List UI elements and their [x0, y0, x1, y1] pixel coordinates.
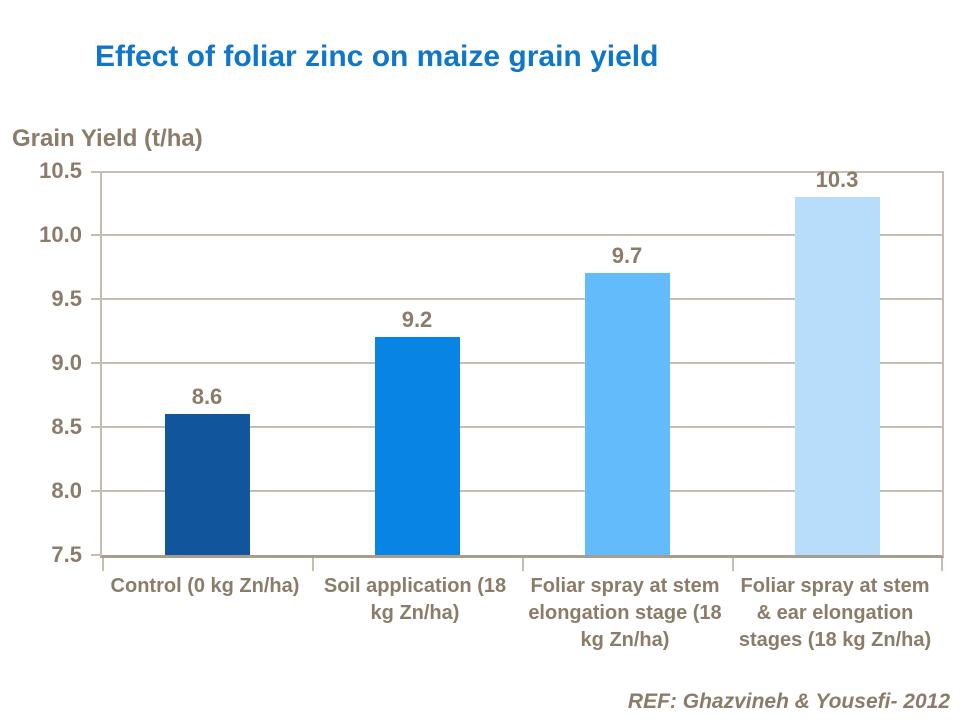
y-axis-tick-labels: 10.5 10.0 9.5 9.0 8.5 8.0 7.5	[0, 158, 84, 567]
y-tick-label: 9.0	[51, 350, 82, 375]
x-axis-category-labels: Control (0 kg Zn/ha) Soil application (18…	[100, 573, 940, 683]
y-tick-label: 8.5	[51, 414, 82, 439]
bar	[375, 337, 460, 555]
y-tick-mark	[91, 426, 100, 428]
bar-value-label: 8.6	[191, 384, 223, 409]
x-category-label: Control (0 kg Zn/ha)	[110, 575, 300, 597]
gridline	[102, 362, 942, 364]
gridline	[102, 171, 942, 173]
y-tick-mark	[91, 362, 100, 364]
plot-area: 8.6 9.2 9.7 10.3	[91, 167, 944, 571]
y-tick-label: 8.0	[51, 478, 82, 503]
gridline	[102, 298, 942, 300]
chart-title: Effect of foliar zinc on maize grain yie…	[95, 40, 659, 73]
gridline	[102, 234, 942, 236]
gridline	[102, 426, 942, 428]
y-tick-mark	[91, 554, 100, 556]
y-tick-label: 10.5	[39, 158, 82, 183]
x-tick-mark	[102, 558, 104, 571]
reference-text: REF: Ghazvineh & Yousefi- 2012	[627, 690, 950, 713]
x-category-label: Foliar spray at stem elongation stage (1…	[528, 575, 722, 651]
gridline	[102, 490, 942, 492]
y-axis-title: Grain Yield (t/ha)	[12, 125, 203, 152]
y-tick-mark	[91, 171, 100, 173]
bar	[585, 273, 670, 555]
x-category-label: Foliar spray at stem & ear elongation st…	[738, 575, 932, 651]
y-tick-mark	[91, 234, 100, 236]
y-tick-mark	[91, 490, 100, 492]
bar	[795, 197, 880, 555]
bar	[165, 414, 250, 555]
y-tick-label: 9.5	[51, 286, 82, 311]
x-tick-mark	[941, 558, 943, 571]
x-tick-mark	[312, 558, 314, 571]
y-tick-mark	[91, 298, 100, 300]
bar-value-label: 9.7	[611, 243, 643, 268]
y-tick-label: 10.0	[39, 222, 82, 247]
bar-value-label: 10.3	[815, 167, 859, 192]
x-tick-mark	[732, 558, 734, 571]
x-tick-mark	[522, 558, 524, 571]
y-tick-label: 7.5	[51, 542, 82, 567]
x-category-label: Soil application (18 kg Zn/ha)	[323, 575, 507, 624]
bar-value-label: 9.2	[401, 307, 433, 332]
